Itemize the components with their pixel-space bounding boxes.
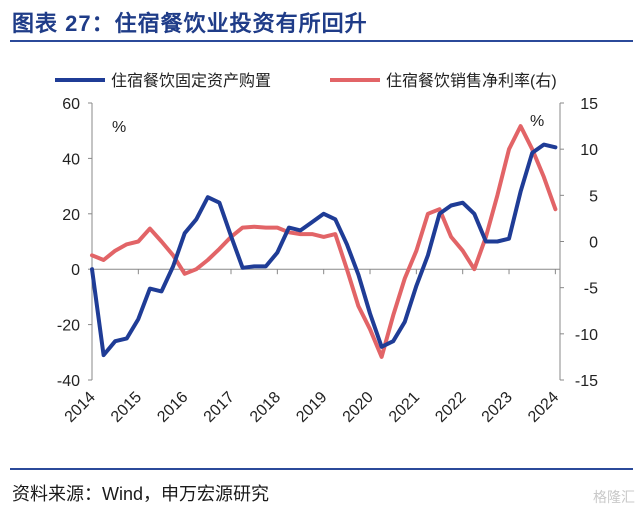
right-axis-tick-label: 10	[580, 142, 598, 159]
x-axis-tick-label: 2024	[525, 389, 562, 426]
x-axis-tick-label: 2020	[340, 389, 377, 426]
series-line-margin	[90, 124, 558, 359]
legend-label-investment: 住宿餐饮固定资产购置	[111, 72, 271, 90]
right-axis-tick-label: -5	[584, 281, 598, 298]
source-note: 资料来源：Wind，申万宏源研究	[12, 484, 270, 504]
title-divider	[10, 40, 633, 42]
x-axis-tick-label: 2016	[154, 389, 191, 426]
left-axis-tick-label: 60	[62, 96, 80, 113]
x-axis-tick-label: 2015	[108, 389, 145, 426]
legend-label-margin: 住宿餐饮销售净利率(右)	[386, 72, 557, 90]
x-axis-tick-label: 2019	[293, 389, 330, 426]
x-axis-tick-label: 2017	[201, 389, 238, 426]
x-axis-tick-label: 2021	[386, 389, 423, 426]
left-axis-unit: %	[112, 119, 126, 136]
right-axis-tick-label: -15	[575, 373, 598, 390]
series-line-investment	[90, 142, 558, 358]
right-axis-tick-label: 15	[580, 96, 598, 113]
left-axis-tick-label: 20	[62, 207, 80, 224]
left-axis-tick-label: 40	[62, 151, 80, 168]
left-axis-tick-label: -20	[57, 318, 80, 335]
right-axis-unit: %	[530, 113, 544, 130]
x-axis-tick-label: 2022	[432, 389, 469, 426]
left-axis-tick-label: 0	[71, 262, 80, 279]
chart-title: 图表 27：住宿餐饮业投资有所回升	[12, 11, 368, 36]
right-axis-tick-label: 0	[589, 235, 598, 252]
watermark-logo: 格隆汇	[593, 489, 635, 505]
left-axis-tick-label: -40	[57, 373, 80, 390]
x-axis-tick-label: 2018	[247, 389, 284, 426]
legend: 住宿餐饮固定资产购置 住宿餐饮销售净利率(右)	[55, 72, 557, 90]
right-axis-tick-label: 5	[589, 188, 598, 205]
axes: -40 -20 0 20 40 60 -15 -10 -5 0 5 10 15 2014 2015 2016 2…	[57, 96, 598, 426]
line-chart: 住宿餐饮固定资产购置 住宿餐饮销售净利率(右) -40-200204060-15-…	[55, 72, 598, 426]
x-axis-tick-label: 2023	[479, 389, 516, 426]
footer-divider	[10, 468, 633, 470]
right-axis-tick-label: -10	[575, 327, 598, 344]
x-axis-tick-label: 2014	[62, 389, 99, 426]
series-lines	[90, 124, 558, 359]
